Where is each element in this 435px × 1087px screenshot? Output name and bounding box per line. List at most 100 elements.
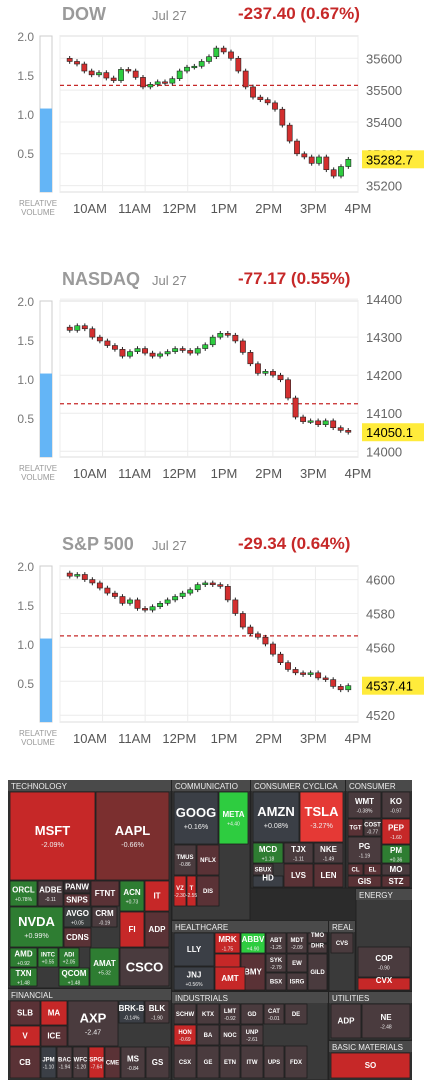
heatmap-tile-brk-b[interactable]: BRK-B -0.14% bbox=[118, 1000, 145, 1024]
heatmap-tile-ms[interactable]: MS -0.84 bbox=[120, 1046, 146, 1079]
heatmap-tile-ma[interactable]: MA bbox=[40, 1000, 68, 1026]
heatmap-tile-ge[interactable]: GE bbox=[196, 1045, 220, 1079]
heatmap-tile-lvs[interactable]: LVS bbox=[283, 863, 314, 888]
heatmap-tile-mcd[interactable]: MCD +1.18 bbox=[252, 842, 284, 864]
heatmap-tile-sbux[interactable]: SBUX bbox=[252, 863, 274, 876]
heatmap-tile-fi[interactable]: FI bbox=[119, 911, 145, 948]
heatmap-tile-cat[interactable]: CAT-0.01 bbox=[263, 1003, 285, 1025]
heatmap-tile-it[interactable]: IT bbox=[144, 880, 170, 912]
heatmap-tile-ba[interactable]: BA bbox=[196, 1024, 220, 1046]
heatmap-tile-nvda[interactable]: NVDA +0.99% bbox=[9, 906, 64, 948]
heatmap-tile-axp[interactable]: AXP -2.47 bbox=[67, 1000, 119, 1047]
heatmap-tile-amzn[interactable]: AMZN +0.08% bbox=[252, 791, 300, 843]
heatmap-tile-cb[interactable]: CB bbox=[9, 1046, 41, 1079]
heatmap-tile-snps[interactable]: SNPS bbox=[63, 893, 91, 907]
heatmap-tile-t[interactable]: T-2.55 bbox=[186, 875, 198, 907]
heatmap-tile-tsla[interactable]: TSLA -3.27% bbox=[299, 791, 344, 843]
heatmap-tile-avgo[interactable]: AVGO +0.05 bbox=[63, 906, 92, 928]
heatmap-tile-nflx[interactable]: NFLX bbox=[196, 844, 220, 876]
heatmap-tile-jnj[interactable]: JNJ +0.56% bbox=[173, 966, 215, 991]
heatmap-tile-tmus[interactable]: TMUS-0.86 bbox=[173, 844, 197, 876]
heatmap-tile-hon[interactable]: HON-0.69 bbox=[173, 1024, 197, 1046]
heatmap-tile-tmo[interactable]: TMO bbox=[307, 932, 328, 944]
heatmap-tile-blk[interactable]: BLK -1.90 bbox=[144, 1000, 170, 1024]
heatmap-tile-v[interactable]: V bbox=[9, 1025, 41, 1047]
market-heatmap[interactable]: TECHNOLOGY COMMUNICATIO CONSUMER CYCLICA CO… bbox=[8, 780, 412, 1080]
heatmap-tile-jpm[interactable]: JPM-1.10 bbox=[40, 1046, 57, 1079]
heatmap-tile-ne[interactable]: NE -2.48 bbox=[361, 1003, 411, 1039]
heatmap-tile-ups[interactable]: UPS bbox=[263, 1045, 285, 1079]
heatmap-tile-adp[interactable]: ADP bbox=[144, 911, 170, 948]
heatmap-tile-gd[interactable]: GD bbox=[240, 1003, 264, 1025]
heatmap-tile-cost[interactable]: COST-0.77 bbox=[363, 818, 382, 837]
heatmap-tile-meta[interactable]: META +4.40 bbox=[218, 791, 249, 845]
heatmap-tile-ktx[interactable]: KTX bbox=[196, 1003, 220, 1025]
heatmap-tile-isrg[interactable]: ISRG bbox=[286, 972, 308, 991]
heatmap-tile-wfc[interactable]: WFC-1.20 bbox=[72, 1046, 89, 1079]
heatmap-tile-pg[interactable]: PG -1.19 bbox=[347, 836, 382, 864]
heatmap-tile-dhr[interactable]: DHR bbox=[307, 944, 328, 954]
heatmap-tile-noc[interactable]: NOC bbox=[219, 1024, 241, 1046]
heatmap-tile-ew[interactable]: EW bbox=[286, 953, 308, 973]
heatmap-tile-gis[interactable]: GIS bbox=[347, 875, 382, 888]
heatmap-tile-dis[interactable]: DIS bbox=[196, 875, 220, 907]
heatmap-tile-amd[interactable]: AMD +0.92 bbox=[9, 947, 38, 968]
heatmap-tile-csx[interactable]: CSX bbox=[173, 1045, 197, 1079]
heatmap-tile-lmt[interactable]: LMT-0.92 bbox=[219, 1003, 241, 1025]
heatmap-tile-so[interactable]: SO bbox=[330, 1052, 411, 1079]
heatmap-tile-acn[interactable]: ACN +0.73 bbox=[119, 880, 145, 912]
heatmap-tile-etn[interactable]: ETN bbox=[219, 1045, 241, 1079]
heatmap-tile-schw[interactable]: SCHW bbox=[173, 1003, 197, 1025]
heatmap-tile-syk[interactable]: SYK-2.79 bbox=[265, 953, 287, 973]
heatmap-tile-spgi[interactable]: SPGI-7.64 bbox=[88, 1046, 105, 1079]
heatmap-tile-slb[interactable]: SLB bbox=[9, 1000, 41, 1026]
heatmap-tile-orcl[interactable]: ORCL +0.78% bbox=[9, 880, 38, 907]
heatmap-tile-nke[interactable]: NKE -1.49 bbox=[313, 842, 344, 864]
heatmap-tile-cl[interactable]: CL bbox=[347, 863, 364, 876]
heatmap-tile-itw[interactable]: ITW bbox=[240, 1045, 264, 1079]
heatmap-tile-mdt[interactable]: MDT-2.09 bbox=[286, 932, 308, 954]
heatmap-tile-amat[interactable]: AMAT +5.32 bbox=[89, 947, 120, 987]
heatmap-tile-mrk[interactable]: MRK -1.75 bbox=[214, 932, 241, 954]
heatmap-tile-csco[interactable]: CSCO bbox=[119, 947, 170, 987]
heatmap-tile-txn[interactable]: TXN +1.48 bbox=[9, 967, 38, 987]
heatmap-tile-wmt[interactable]: WMT -0.38% bbox=[347, 791, 382, 819]
heatmap-tile-cop[interactable]: COP -0.90 bbox=[357, 946, 411, 978]
heatmap-tile-vz[interactable]: VZ-2.30 bbox=[173, 875, 187, 907]
heatmap-tile-gs[interactable]: GS bbox=[145, 1046, 170, 1079]
heatmap-tile-tjx[interactable]: TJX -1.11 bbox=[283, 842, 314, 864]
heatmap-tile-gild[interactable]: GILD bbox=[307, 953, 328, 991]
heatmap-tile-cdns[interactable]: CDNS bbox=[63, 927, 92, 948]
heatmap-tile-bsx[interactable]: BSX bbox=[265, 972, 287, 991]
heatmap-tile-adbe[interactable]: ADBE -0.11 bbox=[37, 880, 64, 907]
heatmap-tile-cme[interactable]: CME bbox=[104, 1046, 121, 1079]
heatmap-tile-de[interactable]: DE bbox=[284, 1003, 308, 1025]
heatmap-tile-intc[interactable]: INTC+0.55 bbox=[37, 947, 59, 968]
heatmap-tile-abt[interactable]: ABT-1.25 bbox=[265, 932, 287, 954]
heatmap-tile-adp[interactable]: ADP bbox=[330, 1003, 362, 1039]
heatmap-tile-amt[interactable]: AMT bbox=[214, 966, 246, 991]
heatmap-tile-adi[interactable]: ADI+2.05 bbox=[58, 947, 80, 968]
heatmap-tile-pep[interactable]: PEP -1.60 bbox=[381, 818, 411, 845]
heatmap-tile-bac[interactable]: BAC-1.94 bbox=[56, 1046, 73, 1079]
heatmap-tile-unp[interactable]: UNP-2.61 bbox=[240, 1024, 264, 1046]
heatmap-tile-lly[interactable]: LLY bbox=[173, 932, 215, 967]
heatmap-tile-goog[interactable]: GOOG +0.16% bbox=[173, 791, 219, 845]
heatmap-tile-pm[interactable]: PM +0.36 bbox=[381, 844, 411, 864]
heatmap-tile-crm[interactable]: CRM -0.19 bbox=[91, 906, 118, 928]
heatmap-tile-cvx[interactable]: CVX bbox=[357, 976, 411, 991]
heatmap-tile-mo[interactable]: MO bbox=[381, 863, 411, 876]
heatmap-tile-fdx[interactable]: FDX bbox=[284, 1045, 308, 1079]
heatmap-tile-ice[interactable]: ICE bbox=[40, 1025, 68, 1047]
heatmap-tile-aapl[interactable]: AAPL -0.66% bbox=[95, 791, 170, 881]
heatmap-tile-abbv[interactable]: ABBV +4.90 bbox=[240, 932, 266, 954]
heatmap-tile-len[interactable]: LEN bbox=[313, 863, 344, 888]
heatmap-tile-cvs[interactable]: CVS bbox=[330, 932, 354, 954]
heatmap-tile-msft[interactable]: MSFT -2.09% bbox=[9, 791, 96, 881]
heatmap-tile-tgt[interactable]: TGT bbox=[347, 818, 364, 837]
heatmap-tile-ftnt[interactable]: FTNT bbox=[90, 880, 120, 907]
heatmap-tile-hd[interactable]: HD bbox=[252, 874, 284, 888]
heatmap-tile-qcom[interactable]: QCOM +1.48 bbox=[58, 967, 90, 987]
heatmap-tile-stz[interactable]: STZ bbox=[381, 875, 411, 888]
heatmap-tile-panw[interactable]: PANW bbox=[63, 880, 91, 894]
